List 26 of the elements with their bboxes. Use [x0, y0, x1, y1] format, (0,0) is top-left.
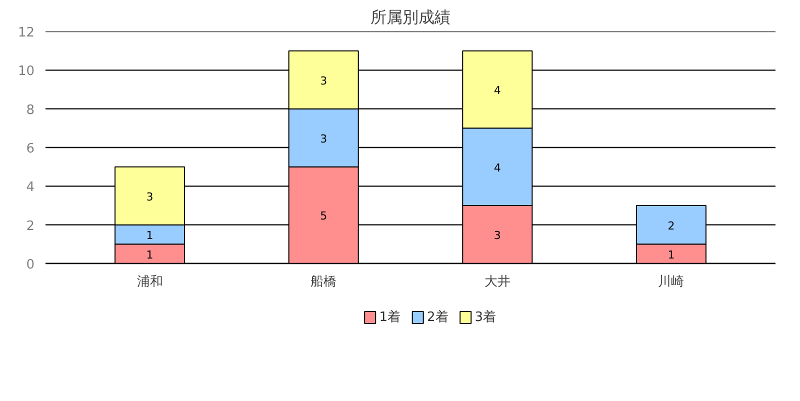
legend-label: 2着	[427, 309, 448, 325]
data-label: 4	[494, 84, 501, 97]
y-tick-label: 2	[26, 218, 35, 234]
data-label: 2	[668, 219, 675, 232]
legend-label: 1着	[379, 309, 401, 325]
x-tick-label: 浦和	[136, 274, 163, 290]
y-tick-label: 10	[18, 64, 35, 80]
y-tick-label: 12	[18, 26, 35, 40]
data-label: 5	[320, 210, 328, 223]
x-tick-label: 大井	[484, 274, 510, 290]
data-label: 1	[668, 248, 675, 262]
chart-title: 所属別成績	[370, 8, 450, 26]
x-tick-label: 船橋	[310, 274, 337, 290]
data-label: 3	[320, 132, 328, 146]
data-label: 4	[494, 161, 501, 174]
data-label: 3	[146, 190, 154, 204]
y-tick-label: 0	[26, 258, 35, 272]
data-label: 1	[146, 229, 154, 242]
data-label: 3	[320, 74, 328, 88]
legend-label: 3着	[474, 309, 496, 325]
y-tick-label: 6	[26, 142, 35, 156]
y-tick-label: 8	[26, 102, 35, 118]
x-tick-label: 川崎	[658, 274, 684, 290]
data-label: 1	[146, 248, 154, 262]
y-tick-label: 4	[26, 180, 35, 196]
data-label: 3	[494, 229, 501, 242]
